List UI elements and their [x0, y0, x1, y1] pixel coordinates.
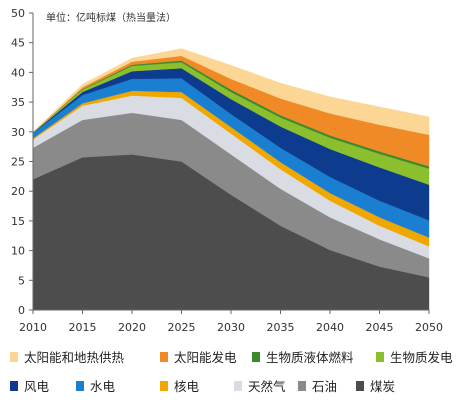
legend-item-biofuel-liquid: 生物质液体燃料 [252, 347, 376, 366]
legend-item-solar-geothermal-heat: 太阳能和地热供热 [10, 347, 160, 366]
legend-swatch [356, 380, 364, 391]
x-tick-label: 2050 [415, 321, 443, 334]
x-tick-label: 2030 [217, 321, 245, 334]
legend-label: 太阳能发电 [174, 350, 237, 365]
y-tick-label: 30 [11, 126, 25, 139]
legend-item-wind: 风电 [10, 376, 76, 395]
y-tick-label: 25 [11, 156, 25, 169]
legend-label: 核电 [174, 379, 200, 394]
y-tick-label: 20 [11, 185, 25, 198]
x-tick-label: 2035 [267, 321, 295, 334]
y-tick-label: 45 [11, 37, 25, 50]
unit-label: 单位：亿吨标煤（热当量法） [46, 11, 176, 24]
x-tick-label: 2015 [69, 321, 97, 334]
x-tick-label: 2025 [168, 321, 196, 334]
y-tick-label: 15 [11, 215, 25, 228]
x-tick-label: 2020 [118, 321, 146, 334]
legend: 太阳能和地热供热 太阳能发电 生物质液体燃料 生物质发电 风电 水电 核电 [10, 347, 461, 405]
y-tick-label: 35 [11, 96, 25, 109]
legend-item-solar-power: 太阳能发电 [160, 347, 252, 366]
legend-label: 水电 [90, 379, 116, 394]
legend-swatch [10, 380, 18, 391]
legend-row-2: 风电 水电 核电 天然气 石油 煤炭 [10, 376, 461, 395]
legend-item-oil: 石油 [298, 376, 356, 395]
y-tick-label: 10 [11, 245, 25, 258]
legend-label: 生物质液体燃料 [266, 350, 354, 365]
legend-label: 太阳能和地热供热 [24, 350, 125, 365]
y-tick-label: 0 [18, 304, 25, 317]
legend-item-hydro: 水电 [76, 376, 160, 395]
legend-label: 石油 [312, 379, 338, 394]
legend-row-1: 太阳能和地热供热 太阳能发电 生物质液体燃料 生物质发电 [10, 347, 461, 366]
legend-swatch [160, 380, 168, 391]
legend-item-biomass-power: 生物质发电 [376, 347, 460, 366]
y-tick-label: 5 [18, 274, 25, 287]
y-tick-label: 50 [11, 7, 25, 20]
legend-swatch [252, 351, 260, 362]
legend-swatch [376, 351, 384, 362]
legend-swatch [10, 351, 18, 362]
x-tick-label: 2040 [316, 321, 344, 334]
legend-item-natural-gas: 天然气 [234, 376, 298, 395]
legend-label: 煤炭 [370, 379, 396, 394]
x-tick-label: 2045 [366, 321, 394, 334]
x-tick-label: 2010 [19, 321, 47, 334]
area-series-9 [32, 48, 430, 136]
legend-label: 天然气 [248, 379, 286, 394]
legend-item-coal: 煤炭 [356, 376, 412, 395]
y-tick-label: 40 [11, 66, 25, 79]
legend-swatch [234, 380, 242, 391]
legend-label: 生物质发电 [390, 350, 453, 365]
legend-swatch [298, 380, 306, 391]
legend-label: 风电 [24, 379, 50, 394]
legend-item-nuclear: 核电 [160, 376, 234, 395]
legend-swatch [160, 351, 168, 362]
legend-swatch [76, 380, 84, 391]
area-series-group [32, 48, 430, 311]
